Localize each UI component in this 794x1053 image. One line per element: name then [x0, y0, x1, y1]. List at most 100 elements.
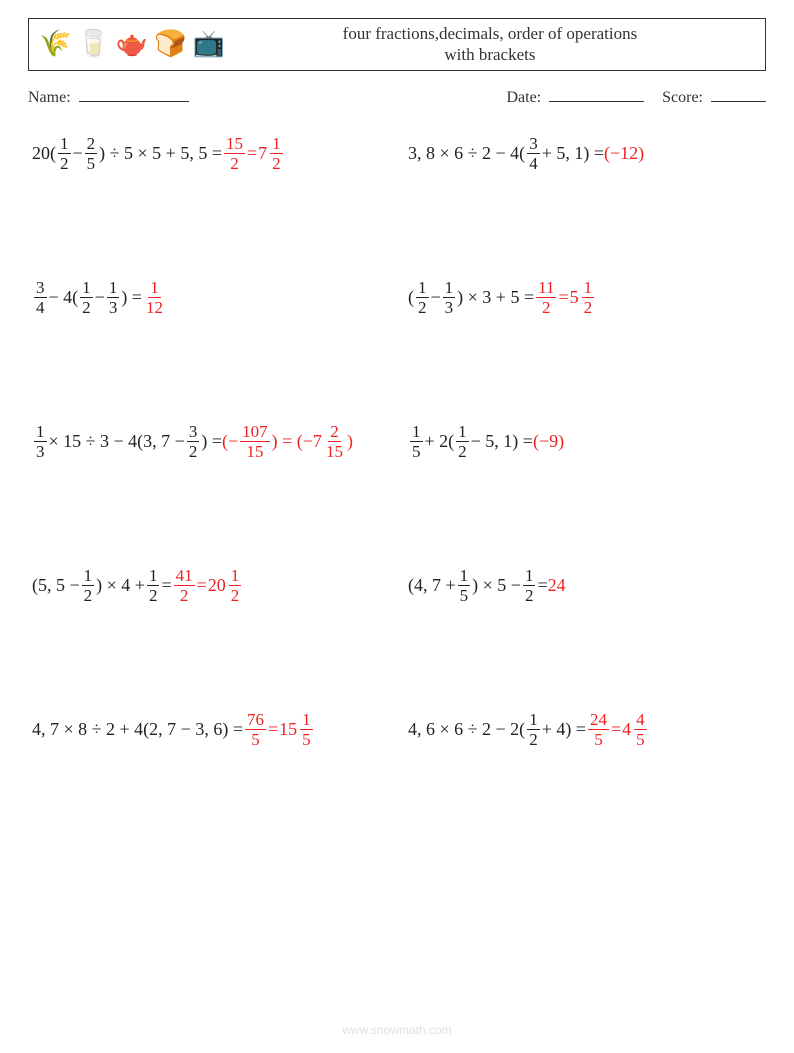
problem: (5, 5 − 12) × 4 + 12 = 412 = 2012 [32, 563, 394, 609]
expr-text: − 4( [49, 287, 79, 308]
problem: 4, 6 × 6 ÷ 2 − 2(12 + 4) = 245 = 445 [408, 707, 770, 753]
worksheet-title: four fractions,decimals, order of operat… [225, 23, 755, 66]
fraction: 10715 [240, 423, 270, 460]
fraction: 34 [34, 279, 47, 316]
mixed-number: 1515 [279, 711, 315, 748]
header-icon: 🍞 [154, 29, 186, 59]
fraction: 12 [58, 135, 71, 172]
mixed-number: 712 [258, 135, 285, 172]
expr-text: = [247, 143, 257, 164]
fraction: 12 [270, 135, 283, 172]
problem: 15 + 2(12 − 5, 1) = (−9) [408, 419, 770, 465]
header-icon: 🫖 [116, 29, 148, 59]
expr-text: − 5, 1) = [471, 431, 533, 452]
problem: 4, 7 × 8 ÷ 2 + 4(2, 7 − 3, 6) = 765 = 15… [32, 707, 394, 753]
problem: (12 − 13) × 3 + 5 = 112 = 512 [408, 275, 770, 321]
fraction: 12 [147, 567, 160, 604]
expr-text: (−12) [604, 143, 644, 164]
fraction: 12 [82, 567, 95, 604]
expr-text: (4, 7 + [408, 575, 456, 596]
fraction: 15 [458, 567, 471, 604]
expr-text: ) ÷ 5 × 5 + 5, 5 = [99, 143, 222, 164]
fraction: 45 [634, 711, 647, 748]
problems-grid: 20(12 − 25) ÷ 5 × 5 + 5, 5 = 152 = 7123,… [28, 131, 766, 753]
problem: (4, 7 + 15) × 5 − 12 = 24 [408, 563, 770, 609]
mixed-number: 512 [570, 279, 597, 316]
expr-text: ) × 3 + 5 = [457, 287, 534, 308]
fraction: 215 [324, 423, 345, 460]
footer-watermark: www.snowmath.com [0, 1023, 794, 1037]
meta-row: Name: Date: Score: [28, 85, 766, 107]
mixed-number: 445 [622, 711, 649, 748]
fraction: 12 [229, 567, 242, 604]
expr-text: + 4) = [542, 719, 586, 740]
problem: 34 − 4(12 − 13) = 112 [32, 275, 394, 321]
expr-text: − [73, 143, 83, 164]
header-icon: 🌾 [39, 29, 71, 59]
problem: 20(12 − 25) ÷ 5 × 5 + 5, 5 = 152 = 712 [32, 131, 394, 177]
expr-text: ) × 4 + [96, 575, 145, 596]
date-blank[interactable] [549, 85, 644, 102]
meta-right: Date: Score: [506, 85, 766, 107]
expr-text: ( [408, 287, 414, 308]
expr-text: ) × 5 − [472, 575, 521, 596]
expr-text: = [161, 575, 171, 596]
fraction: 12 [416, 279, 429, 316]
expr-text: × 15 ÷ 3 − 4(3, 7 − [49, 431, 185, 452]
date-label: Date: [506, 85, 644, 107]
mixed-number: 2012 [208, 567, 244, 604]
fraction: 12 [80, 279, 93, 316]
header-icon: 📺 [193, 29, 225, 59]
expr-text: = [537, 575, 547, 596]
expr-text: = [268, 719, 278, 740]
fraction: 12 [523, 567, 536, 604]
expr-text: (5, 5 − [32, 575, 80, 596]
header-icons: 🌾🥛🫖🍞📺 [39, 29, 225, 59]
fraction: 12 [527, 711, 540, 748]
fraction: 112 [144, 279, 165, 316]
expr-text: ) = [201, 431, 222, 452]
fraction: 13 [107, 279, 120, 316]
fraction: 15 [410, 423, 423, 460]
fraction: 32 [187, 423, 200, 460]
fraction: 34 [527, 135, 540, 172]
fraction: 112 [536, 279, 556, 316]
title-line1: four fractions,decimals, order of operat… [343, 24, 638, 43]
header-icon: 🥛 [77, 29, 109, 59]
fraction: 12 [582, 279, 595, 316]
fraction: 13 [443, 279, 456, 316]
worksheet-page: 🌾🥛🫖🍞📺 four fractions,decimals, order of … [0, 0, 794, 1053]
problem: 13 × 15 ÷ 3 − 4(3, 7 − 32) = (−10715) = … [32, 419, 394, 465]
expr-text: 4, 6 × 6 ÷ 2 − 2( [408, 719, 525, 740]
problem: 3, 8 × 6 ÷ 2 − 4(34 + 5, 1) = (−12) [408, 131, 770, 177]
expr-text: + 5, 1) = [542, 143, 604, 164]
fraction: 245 [588, 711, 609, 748]
expr-text: = [197, 575, 207, 596]
score-blank[interactable] [711, 85, 766, 102]
expr-text: 3, 8 × 6 ÷ 2 − 4( [408, 143, 525, 164]
expr-text: (−9) [533, 431, 564, 452]
expr-text: = [611, 719, 621, 740]
name-label: Name: [28, 85, 189, 107]
expr-text: 24 [548, 575, 566, 596]
expr-text: − [95, 287, 105, 308]
expr-text: + 2( [425, 431, 455, 452]
fraction: 15 [300, 711, 313, 748]
fraction: 412 [174, 567, 195, 604]
fraction: 152 [224, 135, 245, 172]
expr-text: 4, 7 × 8 ÷ 2 + 4(2, 7 − 3, 6) = [32, 719, 243, 740]
expr-text: = [558, 287, 568, 308]
expr-text: − [431, 287, 441, 308]
header-box: 🌾🥛🫖🍞📺 four fractions,decimals, order of … [28, 18, 766, 71]
expr-text: 20( [32, 143, 56, 164]
meta-left: Name: [28, 85, 189, 107]
fraction: 25 [85, 135, 98, 172]
expr-text: (− [222, 431, 238, 452]
score-label: Score: [662, 85, 766, 107]
fraction: 765 [245, 711, 266, 748]
name-blank[interactable] [79, 85, 189, 102]
expr-text: ) = [121, 287, 142, 308]
fraction: 13 [34, 423, 47, 460]
expr-text: ) [347, 431, 353, 452]
expr-text: ) = (−7 [272, 431, 322, 452]
